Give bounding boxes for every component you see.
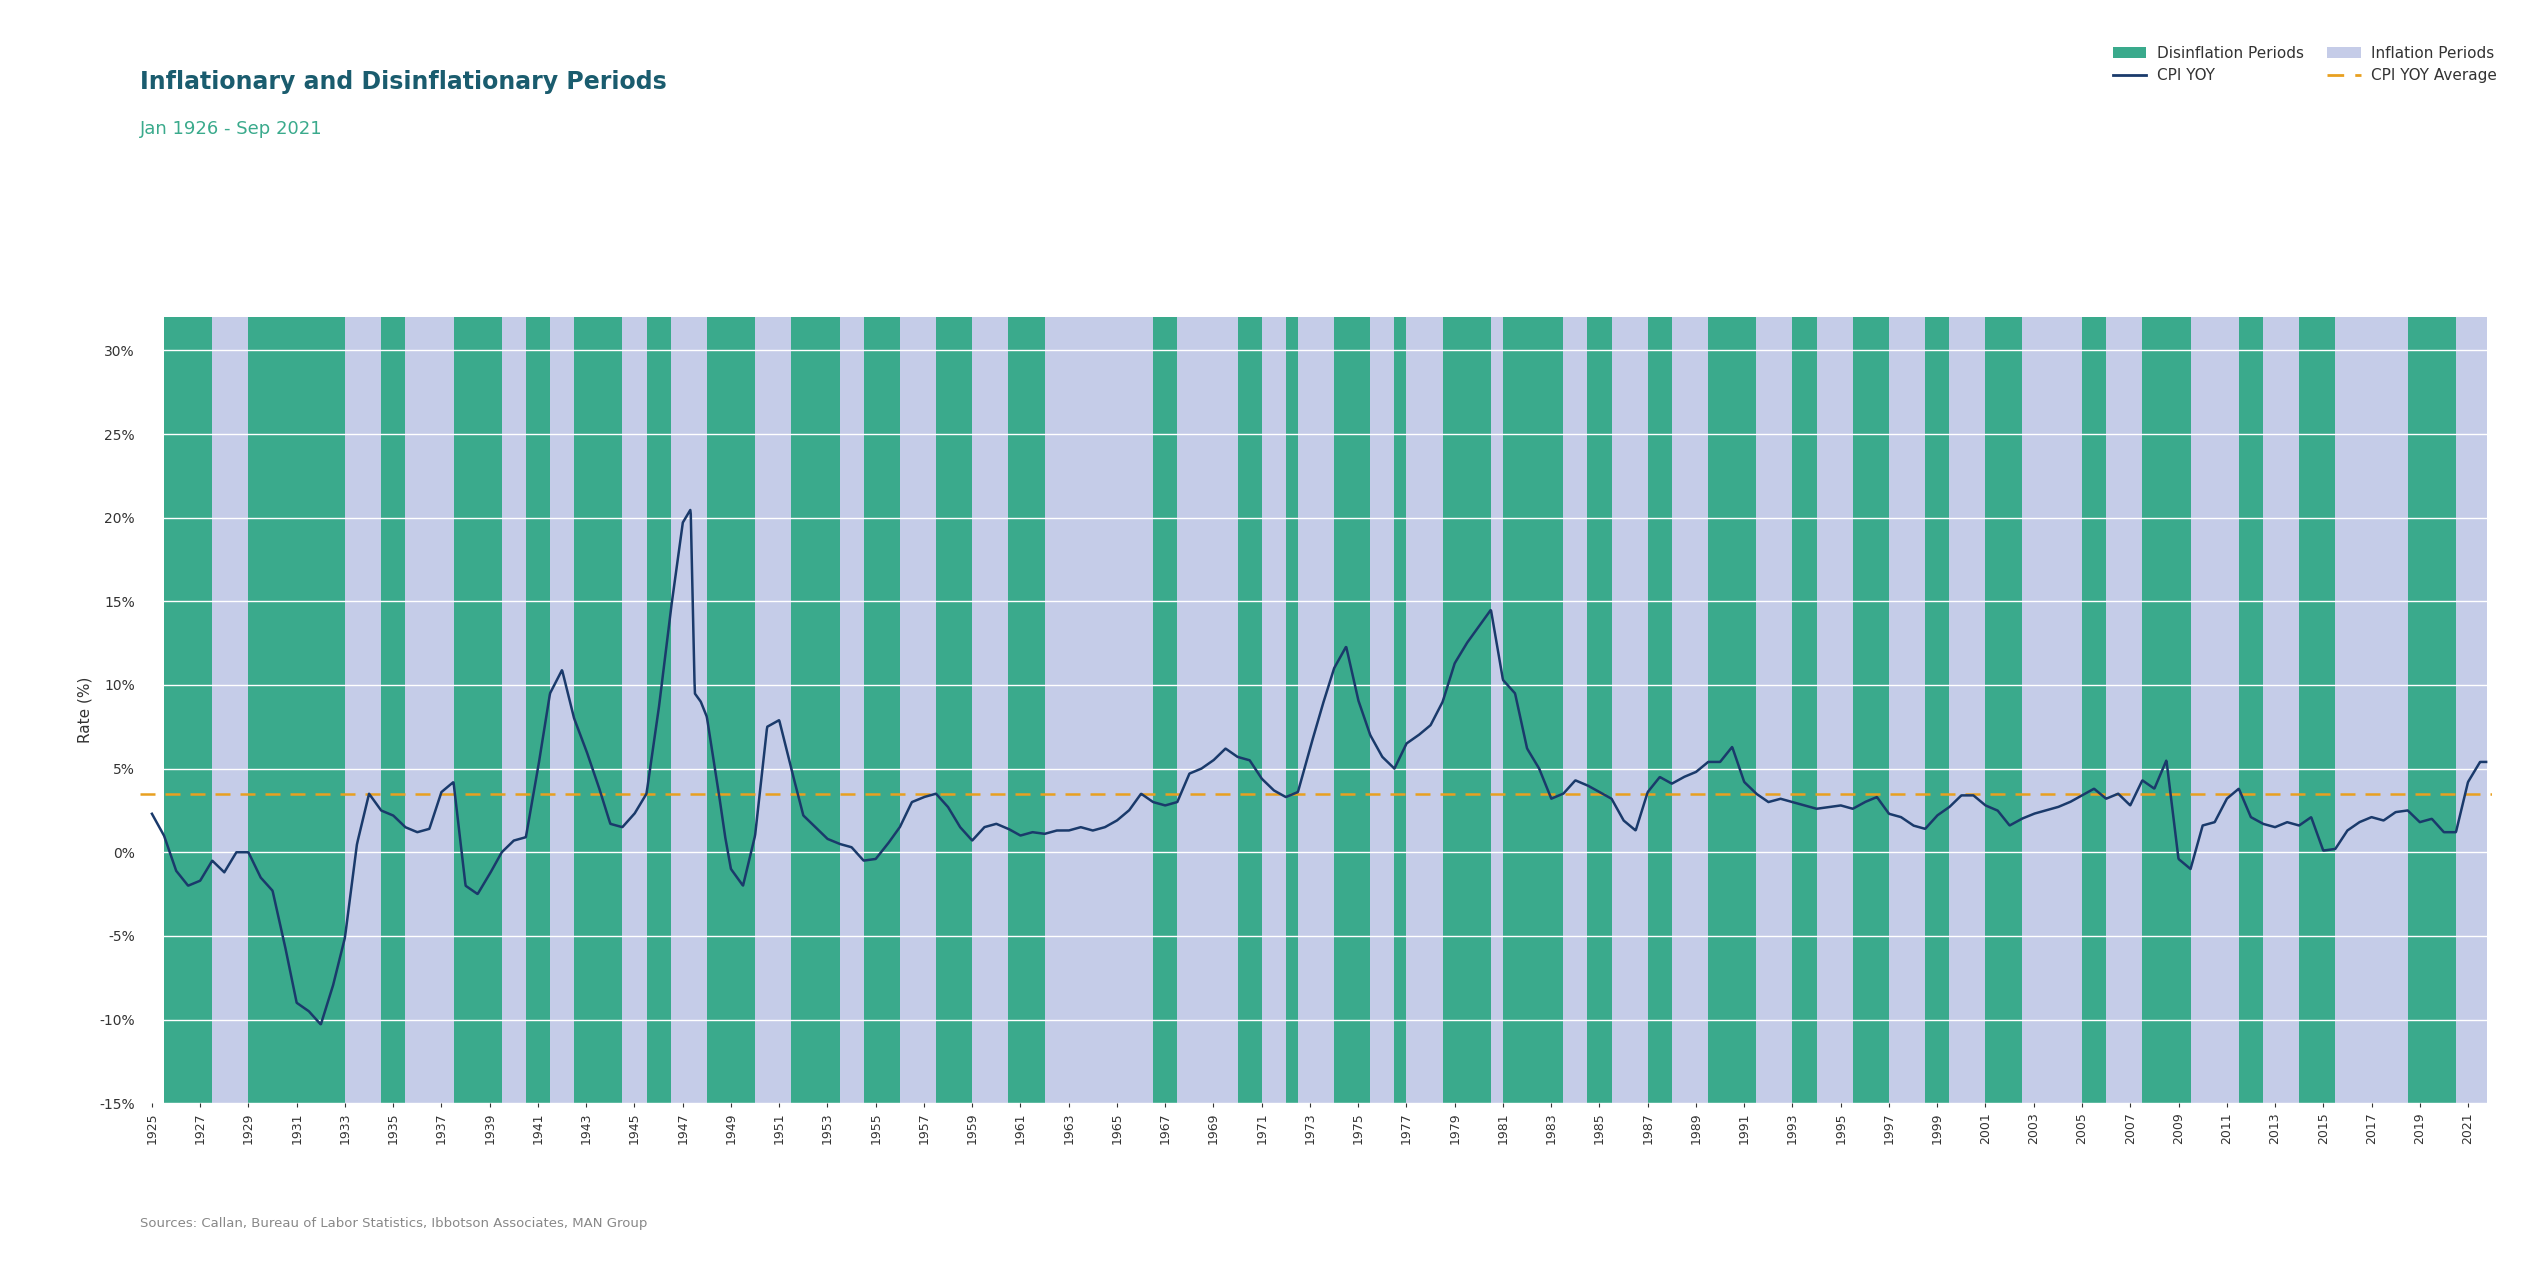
Bar xyxy=(900,317,936,1103)
Bar xyxy=(1503,317,1564,1103)
Bar xyxy=(1889,317,1925,1103)
Y-axis label: Rate (%): Rate (%) xyxy=(76,677,92,743)
Bar xyxy=(1709,317,1757,1103)
Bar xyxy=(1371,317,1394,1103)
Bar xyxy=(1648,317,1671,1103)
Bar xyxy=(1442,317,1490,1103)
Bar xyxy=(707,317,755,1103)
Bar xyxy=(249,317,346,1103)
Bar xyxy=(755,317,791,1103)
Bar xyxy=(1564,317,1587,1103)
Bar xyxy=(346,317,381,1103)
Bar xyxy=(1612,317,1648,1103)
Bar xyxy=(1757,317,1793,1103)
Bar xyxy=(575,317,623,1103)
Bar xyxy=(646,317,671,1103)
Bar xyxy=(2190,317,2238,1103)
Bar xyxy=(936,317,971,1103)
Bar xyxy=(381,317,404,1103)
Legend: Disinflation Periods, CPI YOY, Inflation Periods, CPI YOY Average: Disinflation Periods, CPI YOY, Inflation… xyxy=(2113,46,2497,84)
Bar xyxy=(1287,317,1297,1103)
Bar xyxy=(2106,317,2141,1103)
Bar xyxy=(1587,317,1612,1103)
Bar xyxy=(1925,317,1950,1103)
Text: Inflationary and Disinflationary Periods: Inflationary and Disinflationary Periods xyxy=(140,70,666,94)
Bar xyxy=(839,317,865,1103)
Bar xyxy=(791,317,839,1103)
Bar xyxy=(2083,317,2106,1103)
Bar xyxy=(1045,317,1152,1103)
Text: Sources: Callan, Bureau of Labor Statistics, Ibbotson Associates, MAN Group: Sources: Callan, Bureau of Labor Statist… xyxy=(140,1217,648,1230)
Bar xyxy=(2408,317,2457,1103)
Bar xyxy=(2022,317,2083,1103)
Bar xyxy=(2334,317,2408,1103)
Bar xyxy=(211,317,249,1103)
Bar xyxy=(1152,317,1177,1103)
Bar xyxy=(1986,317,2022,1103)
Bar xyxy=(1394,317,1406,1103)
Bar xyxy=(1793,317,1816,1103)
Bar xyxy=(865,317,900,1103)
Bar xyxy=(404,317,453,1103)
Bar xyxy=(1238,317,1261,1103)
Bar xyxy=(671,317,707,1103)
Bar xyxy=(2299,317,2334,1103)
Text: Jan 1926 - Sep 2021: Jan 1926 - Sep 2021 xyxy=(140,120,323,138)
Bar xyxy=(2457,317,2487,1103)
Bar xyxy=(1490,317,1503,1103)
Bar xyxy=(1010,317,1045,1103)
Bar xyxy=(526,317,549,1103)
Bar xyxy=(623,317,646,1103)
Bar xyxy=(1816,317,1854,1103)
Bar xyxy=(2141,317,2190,1103)
Bar xyxy=(501,317,526,1103)
Bar xyxy=(1177,317,1238,1103)
Bar xyxy=(549,317,575,1103)
Bar xyxy=(1406,317,1442,1103)
Bar xyxy=(2238,317,2263,1103)
Bar xyxy=(1671,317,1709,1103)
Bar xyxy=(1297,317,1335,1103)
Bar xyxy=(971,317,1010,1103)
Bar xyxy=(1335,317,1371,1103)
Bar xyxy=(1854,317,1889,1103)
Bar xyxy=(2263,317,2299,1103)
Bar xyxy=(1261,317,1287,1103)
Bar xyxy=(163,317,211,1103)
Bar xyxy=(453,317,501,1103)
Bar xyxy=(1950,317,1986,1103)
